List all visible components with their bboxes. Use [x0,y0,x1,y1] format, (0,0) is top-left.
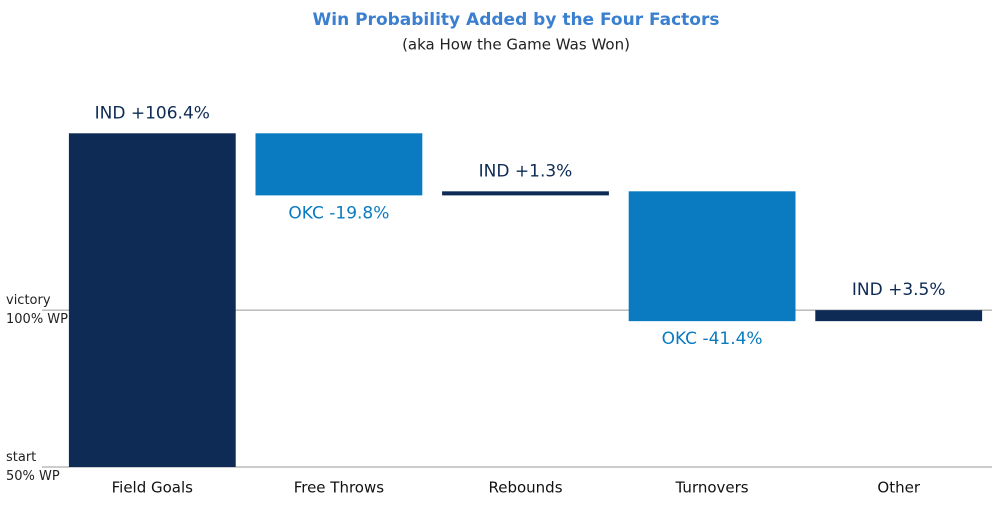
data-label: IND +3.5% [852,280,946,300]
bar [628,191,796,322]
x-tick-label: Field Goals [112,479,194,497]
x-tick-label: Turnovers [675,479,749,497]
y-tick-label: start 50% WP [6,450,60,484]
bar [68,133,236,468]
y-tick-label: victory 100% WP [6,293,68,328]
data-label: OKC -41.4% [662,329,763,349]
x-tick-label: Free Throws [294,479,385,497]
bar [815,310,983,322]
x-tick-label: Rebounds [488,479,562,497]
chart-title: Win Probability Added by the Four Factor… [313,10,720,30]
data-label: OKC -19.8% [288,203,389,223]
bar [255,133,423,196]
data-label: IND +1.3% [479,161,573,181]
chart-subtitle: (aka How the Game Was Won) [402,36,630,54]
bar [442,191,609,196]
x-tick-label: Other [877,479,920,497]
data-label: IND +106.4% [95,103,210,123]
